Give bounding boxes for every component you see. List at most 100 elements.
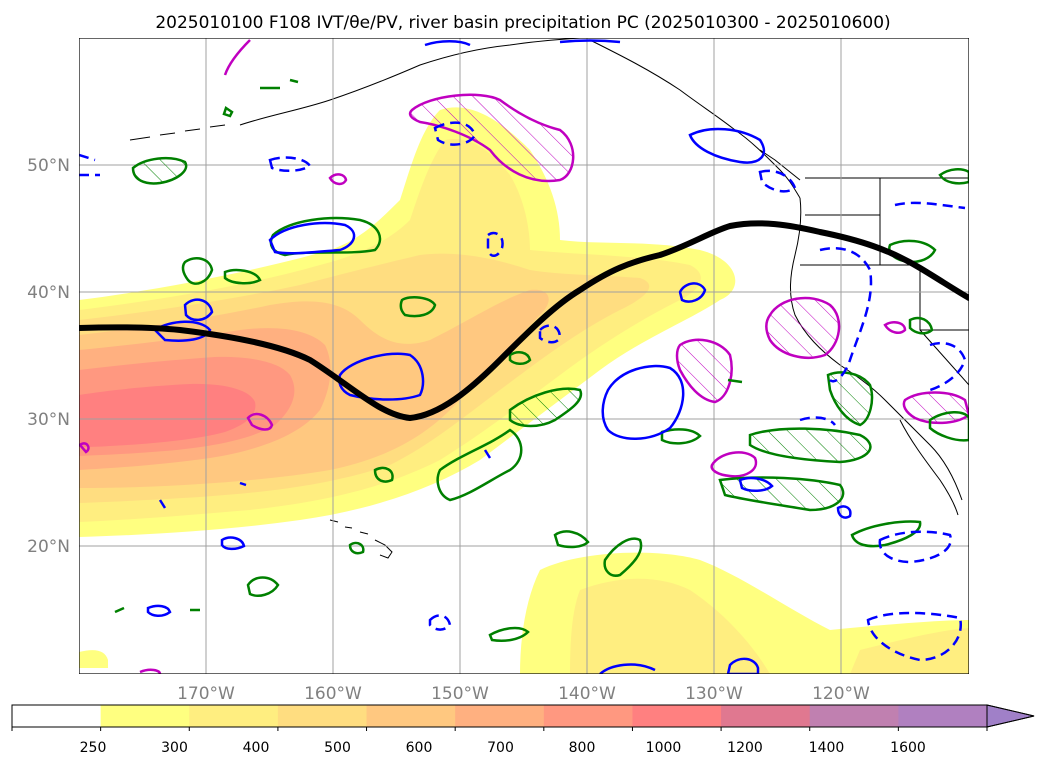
green-contour-23 bbox=[222, 78, 299, 118]
blue-contour-dashed-14 bbox=[483, 449, 492, 459]
colorbar-label-400: 400 bbox=[243, 740, 270, 756]
blue-contour-dashed-11 bbox=[538, 324, 562, 344]
colorbar-outline bbox=[11, 704, 1035, 728]
ivt-fill-southeast bbox=[850, 628, 969, 674]
blue-contour-1 bbox=[338, 352, 425, 401]
blue-contour-dashed-6 bbox=[866, 611, 963, 662]
pv-contour-west-coast bbox=[765, 296, 841, 359]
lon-label-160w: 160°W bbox=[304, 684, 362, 704]
west-coast-us bbox=[790, 197, 963, 501]
colorbar-cell bbox=[100, 705, 190, 727]
green-contour-17 bbox=[660, 428, 702, 445]
colorbar-cell bbox=[455, 705, 545, 727]
green-contour-26 bbox=[114, 606, 200, 614]
longitude-labels: 170°W 160°W 150°W 140°W 130°W 120°W bbox=[177, 684, 870, 704]
blue-contour-4 bbox=[688, 127, 766, 164]
colorbar-label-1000: 1000 bbox=[646, 740, 682, 756]
colorbar-cell bbox=[632, 705, 722, 727]
hawaii-islands bbox=[329, 519, 393, 559]
green-contour-1 bbox=[131, 156, 188, 185]
aleutian-chain bbox=[129, 124, 226, 141]
pv-contour-small bbox=[710, 451, 758, 478]
green-contour-16 bbox=[488, 626, 530, 642]
green-contour-9 bbox=[718, 476, 845, 512]
green-contour-5 bbox=[399, 296, 437, 318]
blue-contour-dashed-12 bbox=[758, 169, 797, 193]
green-contour-6 bbox=[508, 387, 583, 428]
colorbar-extend-arrow bbox=[986, 704, 1035, 728]
ivt-fill-south-inner bbox=[570, 578, 770, 674]
figure-title: 2025010100 F108 IVT/θe/PV, river basin p… bbox=[155, 13, 890, 33]
blue-contour-6 bbox=[678, 282, 707, 303]
pv-contours bbox=[79, 39, 969, 674]
lon-label-150w: 150°W bbox=[431, 684, 489, 704]
colorbar-label-700: 700 bbox=[487, 740, 514, 756]
blue-contour-2 bbox=[601, 364, 685, 440]
blue-contour-dashed-5 bbox=[878, 530, 952, 564]
ivt-shading bbox=[79, 107, 969, 674]
ivt-fill-southwest bbox=[79, 650, 108, 668]
green-contour-11 bbox=[850, 520, 922, 548]
blue-contour-dashed-10 bbox=[428, 614, 452, 631]
lon-label-130w: 130°W bbox=[685, 684, 743, 704]
colorbar: 250 300 400 500 600 700 800 1000 1200 14… bbox=[11, 704, 1035, 756]
blue-contour-7 bbox=[183, 298, 214, 322]
blue-contour-15 bbox=[158, 481, 247, 509]
blue-contour-dashed-9 bbox=[79, 153, 100, 177]
theta-e-contour bbox=[79, 220, 969, 422]
colorbar-cell bbox=[12, 705, 102, 727]
colorbar-ticks bbox=[11, 727, 988, 731]
blue-contour-14 bbox=[599, 663, 656, 674]
colorbar-label-500: 500 bbox=[324, 740, 351, 756]
colorbar-cell bbox=[898, 705, 988, 727]
pv-contour-small-north bbox=[328, 173, 348, 186]
lat-label-50: 50°N bbox=[27, 156, 70, 176]
pv-contour-north bbox=[408, 93, 575, 183]
green-contour-7 bbox=[436, 428, 523, 502]
positive-pc-contours bbox=[114, 78, 969, 642]
green-contour-3 bbox=[181, 257, 214, 285]
blue-contour-5 bbox=[424, 39, 621, 47]
blue-contour-dashed-7 bbox=[486, 231, 504, 257]
blue-contour-dashed-13 bbox=[799, 416, 837, 426]
green-contour-13 bbox=[553, 530, 590, 549]
colorbar-label-300: 300 bbox=[161, 740, 188, 756]
pv-contour-coast-small bbox=[883, 321, 907, 334]
colorbar-label-1400: 1400 bbox=[809, 740, 845, 756]
colorbar-label-250: 250 bbox=[80, 740, 107, 756]
colorbar-cell bbox=[277, 705, 368, 727]
baja-california bbox=[899, 419, 959, 516]
map-panel bbox=[79, 38, 969, 674]
lon-label-140w: 140°W bbox=[558, 684, 616, 704]
green-contour-15 bbox=[246, 576, 280, 597]
negative-pc-contours bbox=[79, 39, 967, 674]
green-contour-20 bbox=[908, 316, 934, 335]
pv-contour-southeast bbox=[902, 391, 969, 425]
blue-contour-9 bbox=[220, 536, 246, 551]
blue-contour-12 bbox=[836, 505, 852, 519]
lat-label-20: 20°N bbox=[27, 537, 70, 557]
colorbar-labels: 250 300 400 500 600 700 800 1000 1200 14… bbox=[80, 740, 926, 756]
green-contour-25 bbox=[373, 466, 394, 483]
green-contour-14 bbox=[348, 541, 365, 555]
vancouver-island bbox=[759, 149, 801, 181]
blue-contour-10 bbox=[146, 604, 172, 617]
alaska-coast bbox=[239, 38, 581, 126]
green-contour-4 bbox=[223, 268, 262, 285]
green-contour-22 bbox=[727, 378, 743, 384]
green-contour-24 bbox=[508, 351, 532, 365]
colorbar-cells bbox=[12, 705, 988, 727]
pv-contour-small-southwest bbox=[139, 668, 162, 674]
blue-contour-11 bbox=[738, 476, 774, 492]
lat-label-30: 30°N bbox=[27, 410, 70, 430]
gulf-of-alaska-coast bbox=[589, 39, 801, 199]
coastlines bbox=[129, 38, 969, 559]
green-contour-8 bbox=[748, 427, 872, 464]
blue-contour-dashed-2 bbox=[819, 246, 873, 383]
colorbar-cell bbox=[809, 705, 899, 727]
pv-contour-hawaii-west bbox=[79, 442, 90, 454]
colorbar-label-1200: 1200 bbox=[727, 740, 763, 756]
lon-label-120w: 120°W bbox=[812, 684, 870, 704]
ivt-fill-800 bbox=[79, 383, 256, 447]
